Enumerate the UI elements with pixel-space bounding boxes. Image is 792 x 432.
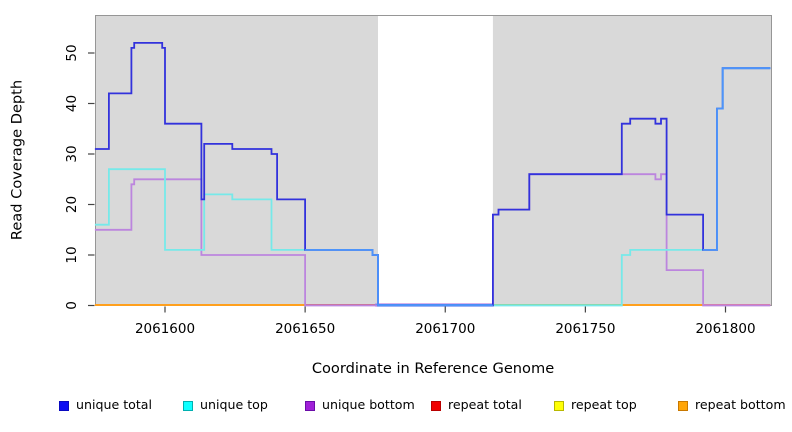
x-tick-label: 2061600 (135, 321, 195, 337)
legend-label: repeat bottom (695, 397, 786, 412)
y-tick-label: 10 (64, 246, 80, 263)
x-axis-title: Coordinate in Reference Genome (311, 360, 555, 377)
legend-label: unique top (200, 397, 268, 412)
y-tick-label: 50 (64, 44, 80, 61)
x-tick-label: 2061700 (415, 321, 475, 337)
legend-label: repeat top (571, 397, 637, 412)
y-tick-label: 20 (64, 196, 80, 213)
y-axis-title: Read Coverage Depth (8, 79, 26, 241)
y-tick-label: 0 (64, 301, 80, 310)
series-line-unique-total-overlap-1 (703, 67, 771, 251)
y-tick-label: 40 (64, 95, 80, 112)
legend-marker-unique-total (59, 401, 69, 411)
coverage-gap-region (378, 16, 493, 305)
legend-marker-unique-top (183, 401, 193, 411)
legend: unique total unique top unique bottom repea… (0, 396, 792, 422)
legend-marker-repeat-bottom (678, 401, 688, 411)
legend-label: unique total (76, 397, 152, 412)
legend-marker-repeat-top (554, 401, 564, 411)
legend-label: repeat total (448, 397, 522, 412)
legend-marker-repeat-total (431, 401, 441, 411)
legend-label: unique bottom (322, 397, 415, 412)
series-line-unique-total-overlap-0 (305, 249, 493, 307)
x-tick-label: 2061800 (695, 321, 755, 337)
x-tick-label: 2061750 (555, 321, 615, 337)
x-tick-label: 2061650 (275, 321, 335, 337)
legend-marker-unique-bottom (305, 401, 315, 411)
y-tick-label: 30 (64, 145, 80, 162)
